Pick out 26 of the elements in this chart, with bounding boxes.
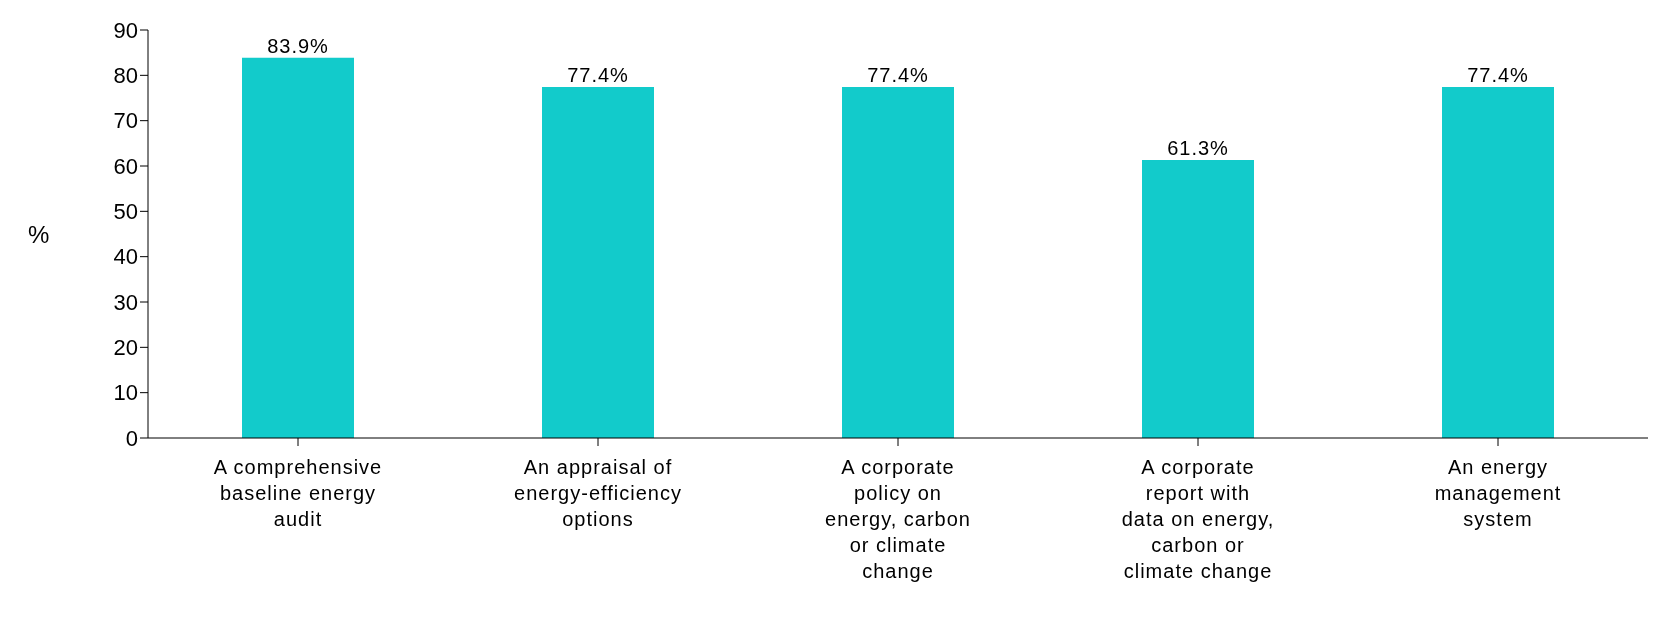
data-label: 77.4%: [567, 64, 629, 87]
data-label: 77.4%: [1467, 64, 1529, 87]
y-tick-label: 50: [113, 199, 138, 225]
x-tick-label: An appraisal of energy-efficiency options: [514, 456, 682, 530]
data-label: 61.3%: [1167, 137, 1229, 160]
y-tick-label: 90: [113, 17, 138, 43]
bar: [242, 57, 354, 438]
y-tick-label: 30: [113, 289, 138, 315]
bar: [842, 87, 954, 438]
x-tick-label: A comprehensive baseline energy audit: [213, 456, 383, 530]
bar: [1142, 160, 1254, 438]
data-label: 77.4%: [867, 64, 929, 87]
y-tick-label: 80: [113, 63, 138, 89]
y-tick-label: 40: [113, 244, 138, 270]
bar: [542, 87, 654, 438]
y-axis-title: %: [28, 220, 50, 248]
bar: [1442, 87, 1554, 438]
y-tick-label: 10: [113, 380, 138, 406]
x-tick-label: A corporate report with data on energy, carbon or climate change: [1121, 456, 1275, 582]
x-tick-label: A corporate policy on energy, carbon or climate change: [825, 456, 971, 582]
y-tick-label: 60: [113, 153, 138, 179]
y-tick-label: 0: [125, 425, 138, 451]
y-tick-label: 70: [113, 108, 138, 134]
x-tick-label: An energy management system: [1434, 456, 1562, 530]
y-tick-label: 20: [113, 335, 138, 361]
data-label: 83.9%: [267, 34, 329, 57]
